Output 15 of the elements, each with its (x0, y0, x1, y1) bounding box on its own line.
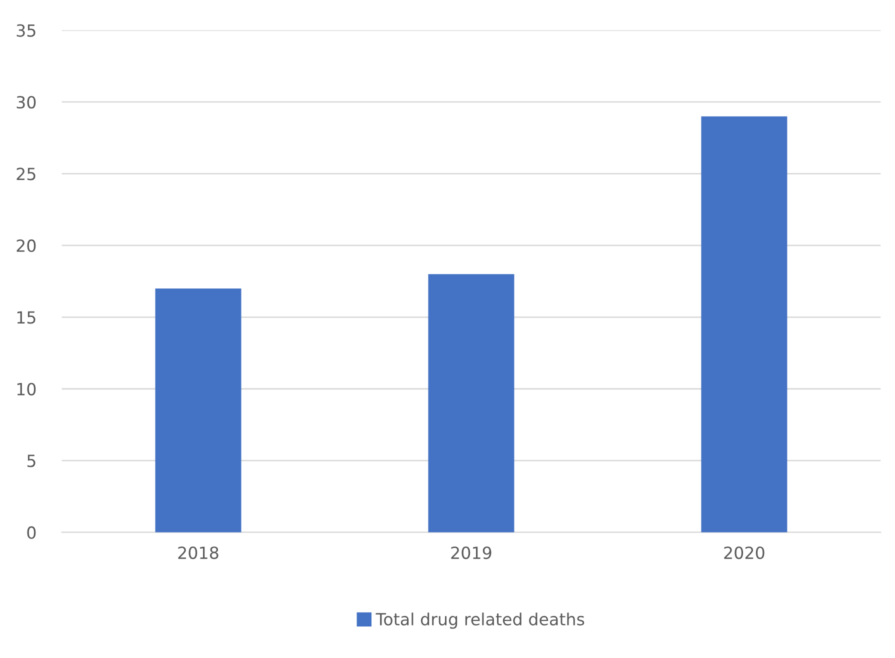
y-tick-label: 0 (27, 526, 36, 539)
x-tick-label: 2019 (451, 546, 492, 560)
y-tick-label: 25 (16, 168, 36, 180)
legend-label: Total drug related deaths (376, 612, 584, 629)
bar (155, 288, 242, 532)
y-tick-label: 10 (17, 382, 36, 396)
y-tick-label: 15 (17, 311, 36, 324)
x-tick-label: 2020 (724, 546, 764, 560)
y-tick-label: 35 (16, 24, 36, 37)
bar (428, 274, 514, 532)
x-tick-label: 2018 (178, 546, 218, 560)
y-tick-label: 30 (16, 96, 36, 109)
bar (701, 116, 788, 532)
y-tick-label: 20 (16, 239, 36, 252)
y-tick-label: 5 (27, 454, 36, 468)
